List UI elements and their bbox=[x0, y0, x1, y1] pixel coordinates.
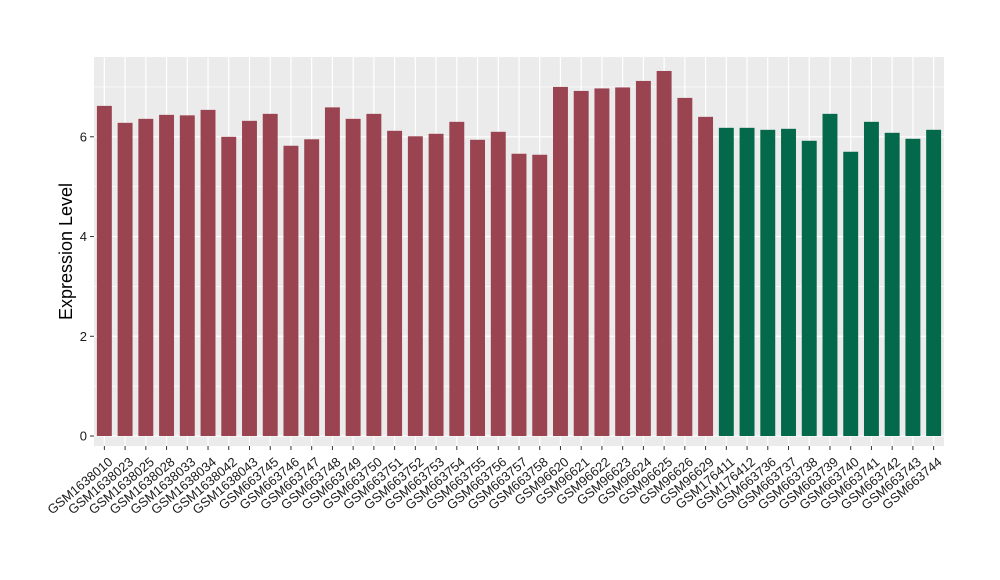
y-tick-label: 4 bbox=[80, 229, 87, 244]
y-axis: 0 2 4 6 bbox=[80, 129, 94, 444]
bar-GSM663743 bbox=[905, 138, 921, 437]
bar-GSM663751 bbox=[387, 130, 403, 437]
bar-GSM663736 bbox=[760, 129, 776, 437]
bar-GSM663748 bbox=[324, 107, 340, 437]
bar-GSM663739 bbox=[822, 113, 838, 437]
bar-GSM663738 bbox=[801, 140, 817, 437]
y-tick-label: 6 bbox=[80, 129, 87, 144]
bar-GSM1638025 bbox=[138, 118, 154, 437]
bar-GSM1638033 bbox=[179, 115, 195, 437]
bar-GSM1638023 bbox=[117, 122, 133, 437]
bar-GSM663747 bbox=[304, 139, 320, 437]
bar-GSM176411 bbox=[718, 127, 734, 437]
bar-GSM663744 bbox=[926, 129, 942, 437]
bar-GSM176412 bbox=[739, 127, 755, 437]
bar-GSM96624 bbox=[635, 80, 651, 437]
bar-GSM1638034 bbox=[200, 109, 216, 437]
bar-GSM663755 bbox=[470, 139, 485, 437]
y-tick-label: 2 bbox=[80, 329, 87, 344]
bar-GSM1638042 bbox=[221, 136, 237, 437]
bar-GSM1638010 bbox=[96, 105, 112, 437]
bar-GSM663756 bbox=[490, 131, 506, 437]
bar-GSM663749 bbox=[345, 118, 361, 437]
bar-GSM663745 bbox=[262, 113, 278, 437]
bar-GSM1638043 bbox=[242, 120, 257, 437]
bar-GSM1638028 bbox=[159, 114, 175, 437]
bar-GSM663742 bbox=[884, 132, 900, 437]
y-tick-label: 0 bbox=[80, 429, 87, 444]
bar-GSM663753 bbox=[428, 133, 444, 437]
bar-GSM663740 bbox=[843, 151, 859, 437]
bar-GSM96623 bbox=[615, 87, 631, 437]
bar-GSM663746 bbox=[283, 145, 299, 437]
bar-GSM663757 bbox=[511, 153, 527, 437]
bar-GSM663754 bbox=[449, 121, 465, 437]
bar-GSM663737 bbox=[781, 128, 796, 437]
bar-GSM96621 bbox=[573, 90, 589, 437]
bar-GSM663752 bbox=[407, 136, 423, 437]
bar-GSM96629 bbox=[698, 116, 714, 437]
bar-GSM663758 bbox=[532, 154, 548, 437]
x-axis: GSM1638010GSM1638023GSM1638025GSM1638028… bbox=[44, 446, 945, 517]
bars bbox=[96, 70, 942, 437]
bar-GSM663741 bbox=[863, 121, 879, 437]
bar-GSM96625 bbox=[656, 70, 672, 437]
bar-GSM96626 bbox=[677, 97, 693, 437]
bar-GSM96620 bbox=[553, 86, 568, 437]
y-axis-label: Expression Level bbox=[56, 183, 76, 320]
bar-GSM663750 bbox=[366, 113, 382, 437]
bar-GSM96622 bbox=[594, 88, 610, 437]
